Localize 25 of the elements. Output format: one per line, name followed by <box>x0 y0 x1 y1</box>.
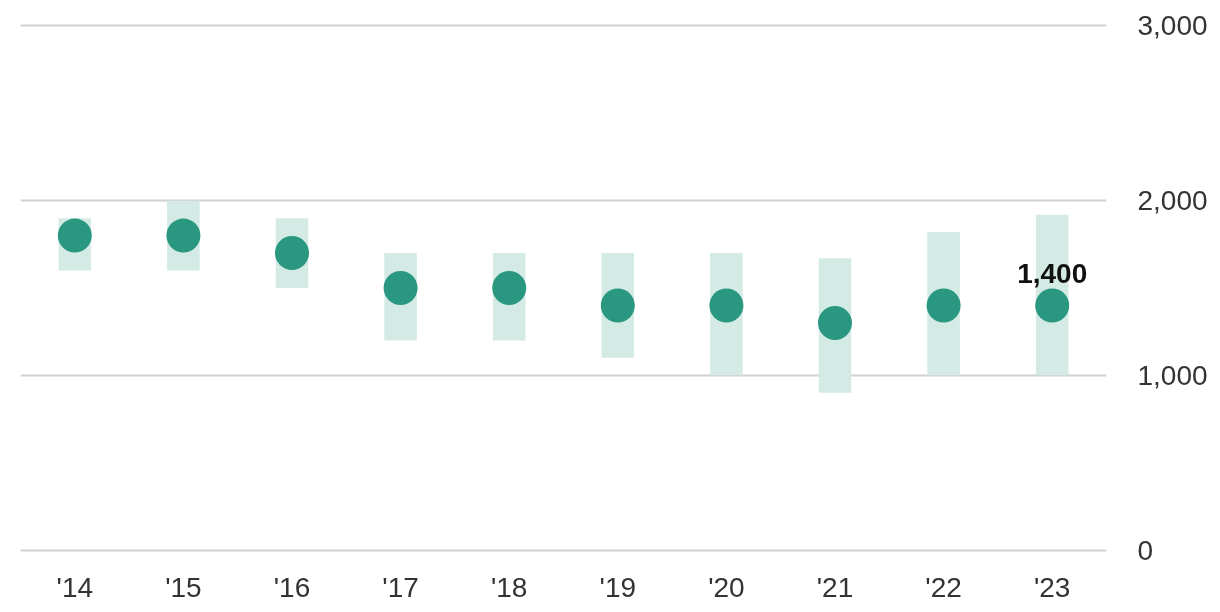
x-tick-label: '22 <box>925 571 962 603</box>
point <box>57 218 92 253</box>
point <box>600 288 635 323</box>
y-tick-label: 1,000 <box>1137 359 1208 391</box>
x-tick-label: '16 <box>273 571 311 603</box>
point <box>492 271 527 305</box>
x-tick-label: '15 <box>165 571 202 603</box>
point <box>1035 288 1070 323</box>
x-tick-label: '14 <box>56 571 94 603</box>
x-tick-label: '17 <box>382 571 419 603</box>
x-tick-label: '23 <box>1033 571 1071 603</box>
x-tick-label: '18 <box>490 571 528 603</box>
y-tick-label: 3,000 <box>1137 10 1208 42</box>
x-tick-label: '19 <box>599 571 637 603</box>
x-tick-label: '20 <box>708 571 745 603</box>
data-label: 1,400 <box>1017 258 1088 290</box>
point <box>166 218 201 253</box>
point <box>709 288 744 323</box>
point <box>818 305 852 340</box>
x-tick-label: '21 <box>816 571 854 603</box>
y-tick-label: 2,000 <box>1137 185 1208 217</box>
point <box>383 271 418 305</box>
point <box>275 236 309 271</box>
y-tick-label: 0 <box>1137 534 1154 566</box>
point <box>926 288 961 323</box>
